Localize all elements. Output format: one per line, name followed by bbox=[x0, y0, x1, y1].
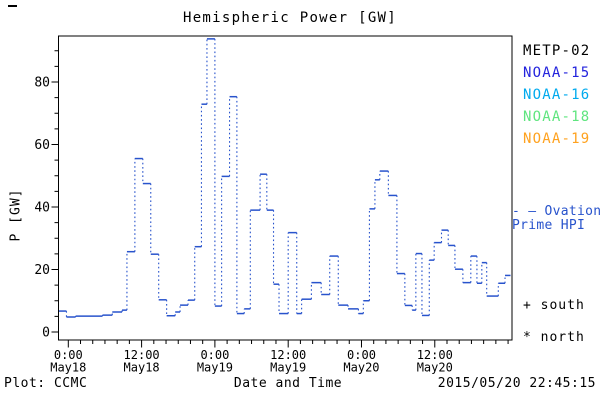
plot-border bbox=[58, 35, 513, 341]
satellite-legend: METP-02 NOAA-15 NOAA-16 NOAA-18 NOAA-19 bbox=[523, 44, 590, 154]
legend-item-noaa-16: NOAA-16 bbox=[523, 87, 591, 103]
y-tick-label: 80 bbox=[34, 76, 50, 91]
x-tick-time-label: 0:00 bbox=[200, 348, 229, 362]
y-tick-label: 20 bbox=[34, 263, 50, 278]
y-tick-label: 60 bbox=[34, 138, 50, 153]
chart-title: Hemispheric Power [GW] bbox=[182, 10, 398, 26]
x-tick-date-label: May19 bbox=[197, 361, 233, 375]
x-axis-ticks bbox=[67, 340, 509, 348]
north-marker-label: * north bbox=[523, 330, 585, 345]
x-tick-time-label: 12:00 bbox=[417, 348, 453, 362]
x-tick-date-label: May18 bbox=[124, 361, 160, 375]
y-axis-tick-labels: 0 20 40 60 80 bbox=[34, 76, 50, 341]
x-axis-tick-labels: 0:00May1812:00May180:00May1912:00May190:… bbox=[50, 348, 453, 375]
x-tick-date-label: May18 bbox=[50, 361, 86, 375]
hpi-step-series bbox=[59, 38, 511, 318]
ovation-legend: - — Ovation Prime HPI bbox=[512, 205, 600, 233]
y-tick-label: 0 bbox=[42, 326, 50, 341]
y-axis-ticks bbox=[51, 50, 59, 333]
y-tick-label: 40 bbox=[34, 201, 50, 216]
legend-item-metp-02: METP-02 bbox=[523, 43, 591, 59]
x-tick-time-label: 12:00 bbox=[124, 348, 160, 362]
x-tick-time-label: 0:00 bbox=[54, 348, 83, 362]
y-axis-label: P [GW] bbox=[8, 188, 24, 242]
ovation-legend-line2: Prime HPI bbox=[512, 218, 586, 233]
legend-item-noaa-15: NOAA-15 bbox=[523, 65, 591, 81]
x-axis-label: Date and Time bbox=[233, 376, 343, 391]
legend-item-noaa-19: NOAA-19 bbox=[523, 131, 591, 147]
x-tick-time-label: 12:00 bbox=[270, 348, 306, 362]
x-tick-date-label: May20 bbox=[417, 361, 453, 375]
ovation-legend-line1: - — Ovation bbox=[512, 204, 600, 219]
x-tick-time-label: 0:00 bbox=[347, 348, 376, 362]
plot-timestamp: 2015/05/20 22:45:15 bbox=[437, 376, 596, 391]
plot-credit: Plot: CCMC bbox=[4, 376, 88, 391]
x-tick-date-label: May19 bbox=[270, 361, 306, 375]
x-tick-date-label: May20 bbox=[343, 361, 379, 375]
legend-item-noaa-18: NOAA-18 bbox=[523, 109, 591, 125]
south-marker-label: + south bbox=[523, 298, 585, 313]
